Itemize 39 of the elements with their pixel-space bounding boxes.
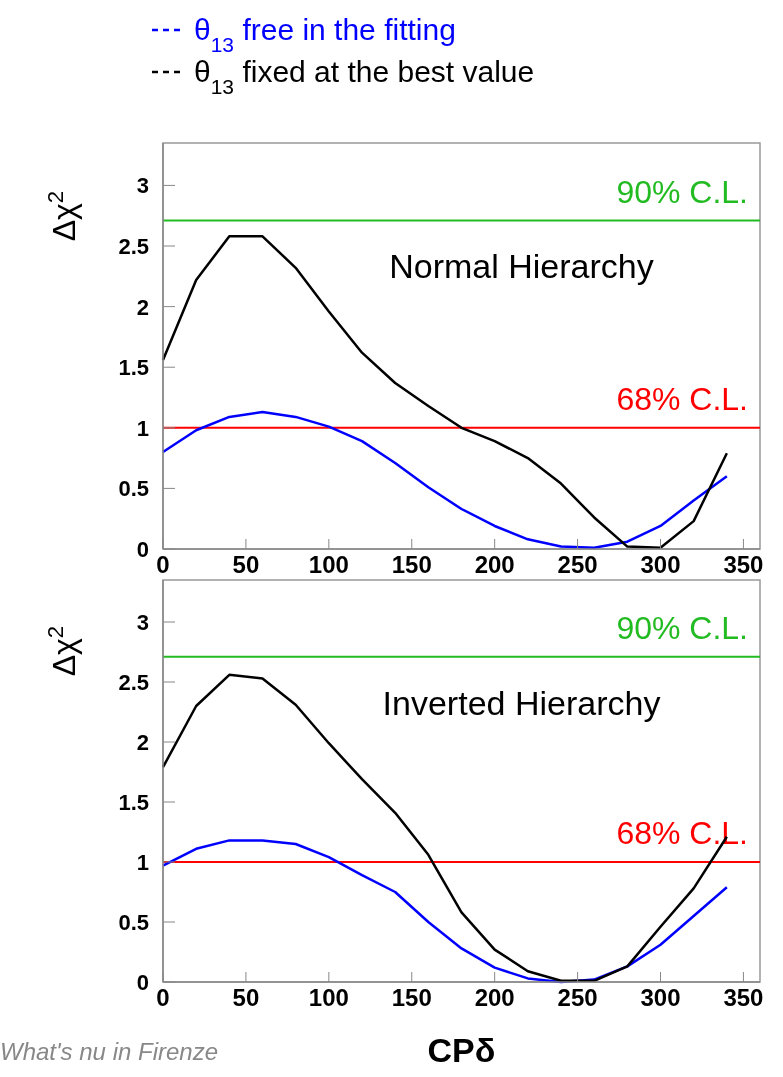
x-tick-label: 0 xyxy=(156,984,170,1011)
x-tick-label: 200 xyxy=(474,551,515,578)
y-tick-label: 2.5 xyxy=(118,234,149,260)
x-tick-label: 350 xyxy=(723,984,764,1011)
y-tick-label: 2 xyxy=(136,730,149,755)
ref-line-label: 90% C.L. xyxy=(616,609,748,646)
y-tick-label: 0.5 xyxy=(118,910,149,935)
x-tick-label: 200 xyxy=(474,984,515,1011)
x-tick-label: 150 xyxy=(391,984,432,1011)
ref-line-label: 68% C.L. xyxy=(616,380,748,417)
y-tick-label: 2.5 xyxy=(118,670,149,695)
x-tick-label: 150 xyxy=(391,551,432,578)
ref-line-label: 68% C.L. xyxy=(616,815,748,851)
legend-label: θ$_{13}$ free in the fitting xyxy=(194,13,456,56)
x-tick-label: 100 xyxy=(308,551,349,578)
x-tick-label: 350 xyxy=(723,551,764,578)
y-tick-label: 0.5 xyxy=(118,476,149,502)
y-tick-label: 1 xyxy=(136,850,149,875)
ref-line-label: 90% C.L. xyxy=(616,173,748,210)
annotation: Normal Hierarchy xyxy=(389,247,654,285)
x-tick-label: 50 xyxy=(232,551,260,578)
text: What's nu in Firenze xyxy=(0,1038,219,1065)
x-tick-label: 300 xyxy=(640,551,681,578)
legend-label: θ$_{13}$ fixed at the best value xyxy=(194,55,535,98)
line-series xyxy=(161,410,729,550)
x-tick-label: 250 xyxy=(557,551,598,578)
x-tick-label: 100 xyxy=(308,984,349,1011)
x-tick-label: 300 xyxy=(640,984,681,1011)
y-tick-label: 1 xyxy=(136,415,149,441)
y-tick-label: 2 xyxy=(136,294,149,320)
annotation: Inverted Hierarchy xyxy=(382,684,661,722)
y-tick-label: 3 xyxy=(136,610,149,635)
y-tick-label: 1.5 xyxy=(118,790,149,815)
x-tick-label: 0 xyxy=(156,551,170,578)
x-tick-label: 50 xyxy=(232,984,260,1011)
y-tick-label: 3 xyxy=(136,173,149,199)
x-tick-label: 250 xyxy=(557,984,598,1011)
x-axis-title: CPδ xyxy=(427,1031,496,1069)
y-tick-label: 1.5 xyxy=(118,355,149,381)
